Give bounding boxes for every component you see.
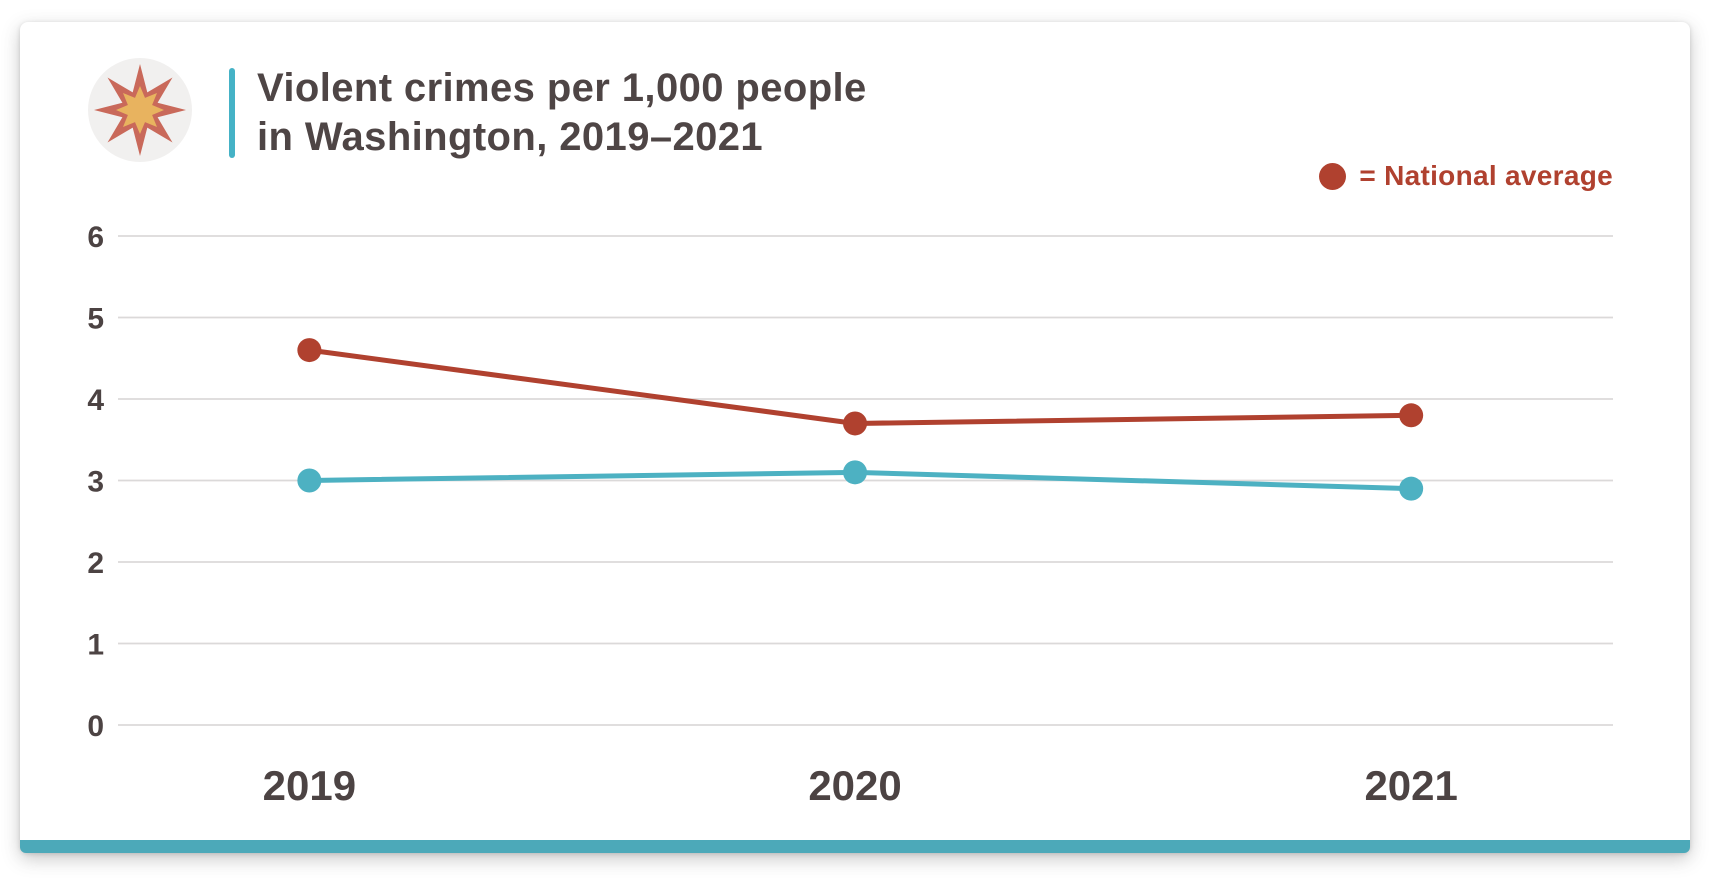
chart-title-line2: in Washington, 2019–2021 (257, 115, 764, 159)
y-axis-tick-label: 6 (87, 221, 104, 254)
starburst-icon-graphic (88, 58, 192, 162)
y-axis-tick-label: 4 (87, 384, 104, 417)
starburst-icon (88, 58, 192, 162)
data-point-dot (1399, 403, 1424, 428)
series-line (306, 347, 1414, 426)
y-axis-tick-label: 1 (87, 628, 104, 661)
legend-dot-icon (1319, 162, 1347, 190)
data-point-dot (297, 338, 322, 363)
chart-title-line1: Violent crimes per 1,000 people (257, 66, 867, 110)
data-point-dot (843, 411, 868, 436)
legend-label: = National average (1359, 160, 1613, 191)
line-chart-plot: 0 1 2 3 4 5 6 2019 2020 2021 (87, 221, 1613, 809)
x-axis-tick-label: 2020 (808, 762, 901, 809)
chart-card: Violent crimes per 1,000 people in Washin… (20, 22, 1690, 853)
data-point-dot (843, 460, 868, 485)
data-point-dot (297, 468, 322, 493)
y-axis-tick-label: 2 (87, 547, 104, 580)
card-bottom-accent-bar (20, 840, 1690, 853)
x-axis-tick-label: 2021 (1364, 762, 1457, 809)
chart-title: Violent crimes per 1,000 people in Washin… (257, 64, 867, 162)
y-axis-tick-label: 0 (87, 710, 104, 743)
y-axis-tick-label: 3 (87, 465, 104, 498)
x-axis-tick-label: 2019 (263, 762, 356, 809)
y-axis-tick-label: 5 (87, 302, 104, 335)
title-accent-bar (229, 68, 235, 158)
data-point-dot (1399, 476, 1424, 501)
legend-national-average: = National average (1319, 160, 1613, 192)
